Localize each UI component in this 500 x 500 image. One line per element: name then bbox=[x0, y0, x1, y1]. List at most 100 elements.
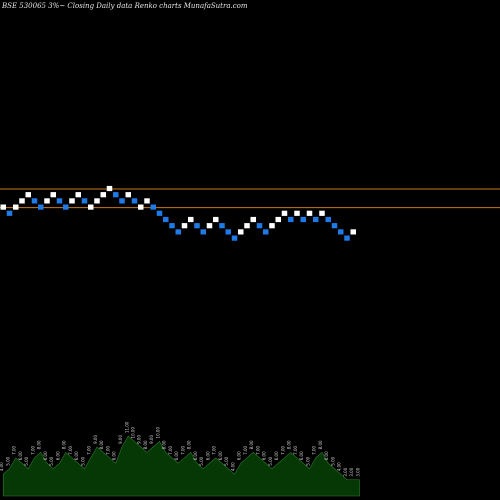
volume-label-30: 8.00 bbox=[187, 440, 192, 449]
renko-brick-28 bbox=[175, 229, 181, 235]
volume-label-56: 3.00 bbox=[349, 467, 354, 476]
renko-brick-2 bbox=[13, 204, 19, 210]
renko-brick-47 bbox=[294, 210, 300, 216]
volume-label-37: 4.00 bbox=[231, 462, 236, 471]
volume-panel: 4.005.007.006.005.007.008.006.005.006.00… bbox=[0, 421, 361, 497]
renko-brick-40 bbox=[250, 216, 256, 223]
renko-brick-38 bbox=[238, 229, 244, 235]
renko-brick-34 bbox=[213, 216, 219, 223]
volume-label-47: 7.00 bbox=[293, 445, 298, 454]
renko-brick-26 bbox=[163, 216, 169, 223]
volume-label-36: 5.00 bbox=[224, 456, 229, 465]
volume-label-13: 5.00 bbox=[81, 456, 86, 465]
volume-label-45: 7.00 bbox=[281, 445, 286, 454]
renko-brick-21 bbox=[131, 198, 138, 204]
renko-brick-42 bbox=[263, 229, 269, 235]
volume-label-43: 5.00 bbox=[268, 456, 273, 465]
volume-label-33: 6.00 bbox=[206, 451, 211, 460]
renko-brick-9 bbox=[56, 198, 63, 204]
volume-label-16: 8.00 bbox=[99, 440, 104, 449]
volume-label-55: 3.00 bbox=[343, 467, 348, 476]
renko-brick-29 bbox=[181, 223, 188, 229]
volume-label-27: 7.00 bbox=[168, 445, 173, 454]
renko-brick-1 bbox=[6, 210, 13, 216]
renko-brick-18 bbox=[113, 192, 119, 198]
renko-brick-25 bbox=[156, 210, 163, 216]
renko-brick-4 bbox=[25, 192, 31, 198]
volume-label-3: 6.00 bbox=[18, 451, 23, 460]
volume-label-52: 6.00 bbox=[324, 451, 329, 460]
renko-brick-53 bbox=[331, 223, 338, 229]
volume-label-5: 7.00 bbox=[31, 445, 36, 454]
renko-brick-23 bbox=[144, 198, 150, 204]
volume-label-54: 4.00 bbox=[337, 462, 342, 471]
volume-label-29: 7.00 bbox=[181, 445, 186, 454]
volume-label-11: 7.00 bbox=[68, 445, 73, 454]
volume-label-53: 5.00 bbox=[331, 456, 336, 465]
renko-brick-51 bbox=[319, 210, 325, 216]
renko-brick-56 bbox=[350, 229, 356, 235]
renko-brick-39 bbox=[244, 223, 250, 229]
volume-label-44: 6.00 bbox=[274, 451, 279, 460]
renko-brick-33 bbox=[206, 223, 213, 229]
volume-label-18: 6.00 bbox=[112, 451, 117, 460]
renko-brick-10 bbox=[63, 204, 69, 210]
renko-brick-11 bbox=[69, 198, 75, 204]
volume-label-31: 6.00 bbox=[193, 451, 198, 460]
volume-label-57: 3.00 bbox=[356, 467, 361, 476]
volume-label-17: 7.00 bbox=[106, 445, 111, 454]
renko-brick-6 bbox=[38, 204, 44, 210]
renko-brick-0 bbox=[0, 204, 6, 210]
volume-label-49: 5.00 bbox=[306, 456, 311, 465]
renko-brick-19 bbox=[119, 198, 125, 204]
renko-brick-46 bbox=[288, 216, 294, 223]
renko-brick-41 bbox=[256, 223, 263, 229]
renko-brick-13 bbox=[81, 198, 88, 204]
volume-area bbox=[2, 435, 360, 497]
volume-label-42: 6.00 bbox=[262, 451, 267, 460]
renko-brick-7 bbox=[44, 198, 50, 204]
volume-label-22: 9.00 bbox=[137, 435, 142, 444]
volume-label-4: 5.00 bbox=[24, 456, 29, 465]
volume-label-25: 10.00 bbox=[156, 427, 161, 439]
volume-label-51: 8.00 bbox=[318, 440, 323, 449]
renko-brick-5 bbox=[31, 198, 38, 204]
renko-brick-20 bbox=[125, 192, 131, 198]
renko-brick-24 bbox=[150, 204, 156, 210]
volume-label-28: 6.00 bbox=[174, 451, 179, 460]
renko-brick-54 bbox=[338, 229, 344, 235]
renko-brick-45 bbox=[281, 210, 288, 216]
volume-label-50: 7.00 bbox=[312, 445, 317, 454]
volume-label-2: 7.00 bbox=[12, 445, 17, 454]
volume-label-39: 7.00 bbox=[243, 445, 248, 454]
volume-label-24: 9.00 bbox=[149, 435, 154, 444]
renko-brick-43 bbox=[269, 223, 275, 229]
renko-bricks bbox=[0, 185, 356, 241]
renko-brick-16 bbox=[100, 192, 106, 198]
volume-label-32: 5.00 bbox=[199, 456, 204, 465]
renko-brick-31 bbox=[194, 223, 200, 229]
chart-title: BSE 530065 3%~ Closing Daily data Renko … bbox=[1, 2, 248, 10]
volume-label-26: 8.00 bbox=[162, 440, 167, 449]
renko-brick-52 bbox=[325, 216, 331, 223]
volume-label-9: 6.00 bbox=[56, 451, 61, 460]
renko-brick-17 bbox=[106, 185, 113, 192]
volume-label-1: 5.00 bbox=[6, 456, 11, 465]
volume-label-48: 6.00 bbox=[299, 451, 304, 460]
renko-brick-32 bbox=[200, 229, 206, 235]
volume-label-20: 11.00 bbox=[124, 421, 129, 433]
volume-label-41: 7.00 bbox=[256, 445, 261, 454]
volume-label-21: 10.00 bbox=[131, 427, 136, 439]
renko-brick-50 bbox=[313, 216, 319, 223]
volume-label-6: 8.00 bbox=[37, 440, 42, 449]
volume-label-14: 7.00 bbox=[87, 445, 92, 454]
renko-brick-30 bbox=[188, 216, 194, 223]
renko-brick-55 bbox=[344, 235, 350, 241]
volume-label-40: 8.00 bbox=[249, 440, 254, 449]
renko-brick-37 bbox=[231, 235, 238, 241]
volume-label-0: 4.00 bbox=[0, 462, 4, 471]
volume-label-46: 8.00 bbox=[287, 440, 292, 449]
volume-label-19: 9.00 bbox=[118, 435, 123, 444]
